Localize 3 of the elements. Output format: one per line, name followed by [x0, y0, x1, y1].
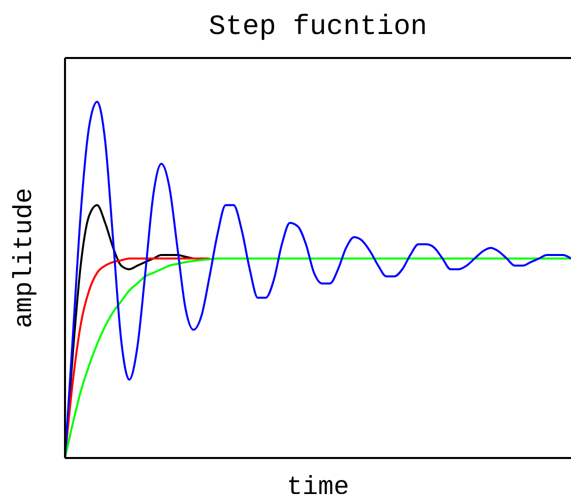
y-axis-title: amplitude	[9, 188, 40, 328]
chart-title: Step fucntion	[208, 11, 428, 45]
x-axis-title: time	[286, 472, 350, 497]
